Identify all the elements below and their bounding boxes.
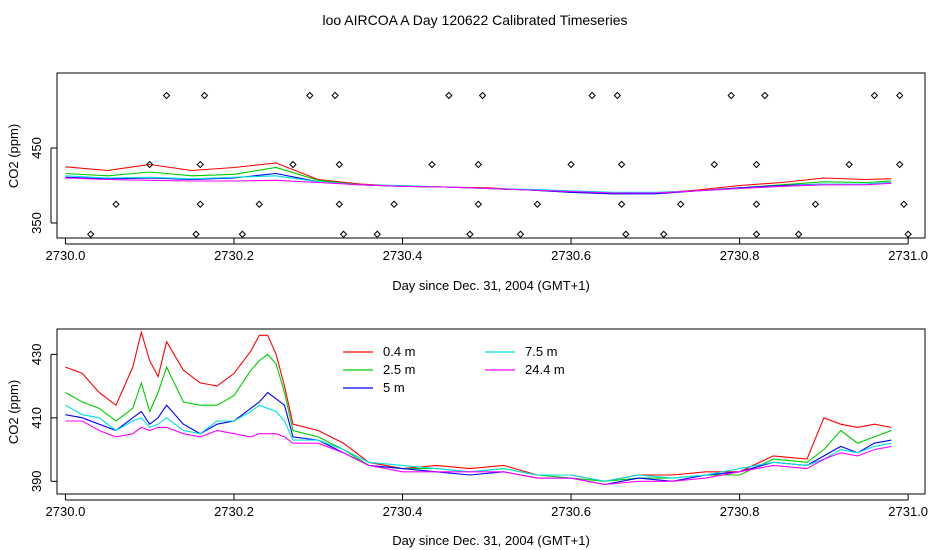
diamond-marker [533,200,542,208]
top-series-line-0-4-m [65,162,892,195]
diamond-marker [474,160,483,169]
diamond-marker [474,200,483,208]
diamond-marker [710,160,719,169]
legend-label-7-5-m: 7.5 m [525,344,558,359]
diamond-marker [761,91,769,100]
diamond-marker [196,160,204,169]
legend: 0.4 m 2.5 m 5 m 7.5 m 24.4 m [343,344,565,395]
top-y-axis-label: CO2 (ppm) [6,124,21,188]
bottom-y-tick-label: 410 [29,407,44,429]
diamond-marker [335,160,344,169]
bottom-plot-frame [56,328,926,495]
diamond-marker [192,230,200,238]
diamond-marker [752,160,761,169]
bottom-y-tick-label: 390 [29,470,44,492]
diamond-marker [617,200,626,208]
top-markers [87,91,912,238]
diamond-marker [516,230,525,238]
diamond-marker [339,230,348,238]
bottom-series-line-2-5-m [65,353,892,482]
diamond-marker [335,200,344,208]
diamond-marker [238,230,247,238]
top-plot-frame [56,72,926,239]
diamond-marker [617,160,626,169]
top-y-axis: 350 450 [29,137,57,234]
diamond-marker [289,160,297,169]
diamond-marker [567,160,575,169]
legend-label-0-4-m: 0.4 m [383,344,416,359]
diamond-marker [87,230,95,238]
diamond-marker [445,91,453,100]
diamond-marker [112,200,120,208]
top-y-tick-label: 450 [29,137,44,159]
diamond-marker [162,91,171,100]
bottom-series-line-7-5-m [65,404,892,482]
diamond-marker [331,91,339,100]
diamond-marker [306,91,314,100]
diamond-marker [811,200,820,208]
legend-label-2-5-m: 2.5 m [383,362,416,377]
legend-label-5-m: 5 m [383,380,405,395]
top-x-axis-label: Day since Dec. 31, 2004 (GMT+1) [392,278,590,293]
bottom-y-axis-label: CO2 (ppm) [6,380,21,444]
diamond-marker [200,91,209,100]
top-x-tick-label: 2730.8 [720,248,760,263]
bottom-x-tick-label: 2730.2 [214,504,254,519]
top-x-tick-label: 2730.6 [551,248,591,263]
top-series-line-24-4-m [65,177,892,194]
diamond-marker [870,91,879,100]
top-x-tick-label: 2730.2 [214,248,254,263]
diamond-marker [255,200,263,208]
bottom-x-tick-label: 2730.6 [551,504,591,519]
diamond-marker [390,200,398,208]
bottom-series-line-24-4-m [65,420,892,486]
top-x-tick-label: 2730.0 [46,248,86,263]
top-x-tick-label: 2731.0 [888,248,928,263]
diamond-marker [428,160,436,169]
diamond-marker [752,200,761,208]
diamond-marker [466,230,474,238]
bottom-y-tick-label: 430 [29,344,44,366]
legend-label-24-4-m: 24.4 m [525,362,565,377]
bottom-x-axis: 2730.0 2730.2 2730.4 2730.6 2730.8 2731.0 [46,494,928,519]
diamond-marker [896,91,904,100]
diamond-marker [196,200,204,208]
bottom-x-tick-label: 2730.4 [383,504,423,519]
diamond-marker [752,230,761,238]
top-x-tick-label: 2730.4 [383,248,423,263]
chart-title: loo AIRCOA A Day 120622 Calibrated Times… [322,12,627,28]
bottom-x-axis-label: Day since Dec. 31, 2004 (GMT+1) [392,533,590,548]
bottom-x-tick-label: 2731.0 [888,504,928,519]
bottom-x-tick-label: 2730.8 [720,504,760,519]
top-panel: 2730.0 2730.2 2730.4 2730.6 2730.8 2731.0 350… [6,72,928,293]
top-x-axis: 2730.0 2730.2 2730.4 2730.6 2730.8 2731.0 [46,238,928,263]
diamond-marker [727,91,735,100]
bottom-x-tick-label: 2730.0 [46,504,86,519]
diamond-marker [613,91,622,100]
diamond-marker [373,230,381,238]
diamond-marker [794,230,803,238]
diamond-marker [900,200,908,208]
diamond-marker [622,230,630,238]
bottom-y-axis: 390 410 430 [29,344,57,492]
bottom-series-line-0-4-m [65,330,892,482]
diamond-marker [896,160,904,169]
top-series-lines [65,162,892,195]
bottom-series-line-5-m [65,391,892,486]
diamond-marker [904,230,912,238]
diamond-marker [660,230,668,238]
diamond-marker [588,91,596,100]
bottom-series-lines [65,330,892,486]
top-y-tick-label: 350 [29,212,44,234]
diamond-marker [676,200,685,208]
diamond-marker [478,91,487,100]
bottom-panel: 2730.0 2730.2 2730.4 2730.6 2730.8 2731.0 390… [6,328,928,548]
diamond-marker [845,160,853,169]
diamond-marker [145,160,154,169]
